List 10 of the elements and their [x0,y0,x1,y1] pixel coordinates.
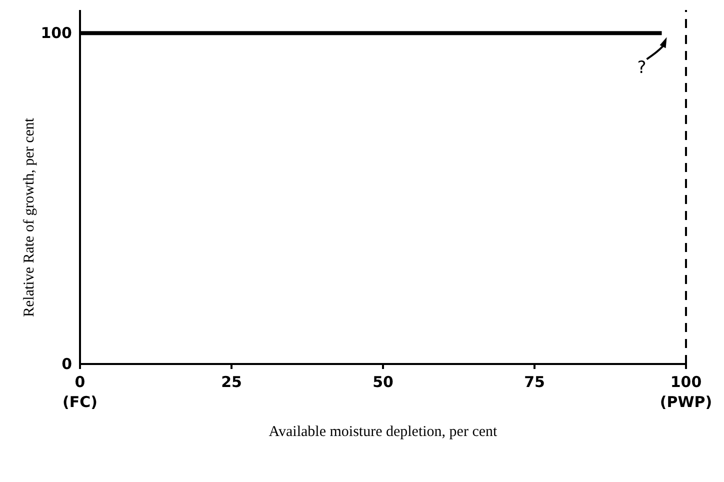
x-tick-label: 25 [221,373,242,391]
x-tick-label: 50 [372,373,394,391]
y-tick-label: 0 [62,355,72,373]
y-axis-title: Relative Rate of growth, per cent [21,117,38,317]
y-tick-label: 100 [40,24,72,42]
x-axis-title: Available moisture depletion, per cent [268,424,498,440]
annotation: ? [637,58,646,78]
x-tick-label: 100 (PWP) [660,373,712,411]
x-tick-label: 0 (FC) [62,373,98,411]
x-tick-label: 75 [524,373,545,391]
